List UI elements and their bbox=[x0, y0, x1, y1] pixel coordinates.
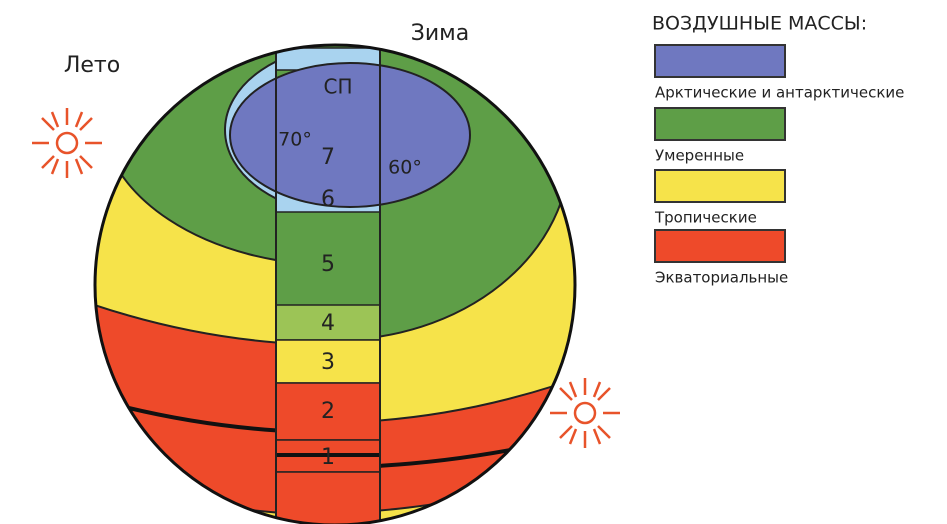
pole-label: СП bbox=[323, 75, 352, 99]
legend-swatch bbox=[654, 44, 786, 78]
lat70-label: 70° bbox=[278, 129, 312, 151]
legend-swatch bbox=[654, 107, 786, 141]
legend-swatch bbox=[654, 169, 786, 203]
legend-label: Экваториальные bbox=[655, 269, 788, 287]
winter-label: Зима bbox=[411, 21, 469, 46]
zone-label: 5 bbox=[321, 252, 335, 277]
legend-label: Арктические и антарктические bbox=[655, 84, 904, 102]
lat60-label: 60° bbox=[388, 157, 422, 179]
sun-summer bbox=[32, 108, 102, 178]
zone-label: 6 bbox=[321, 187, 335, 212]
legend-label: Тропические bbox=[654, 209, 757, 227]
zone-label: 2 bbox=[321, 399, 335, 424]
legend-label: Умеренные bbox=[655, 147, 744, 165]
sun-winter bbox=[550, 378, 620, 448]
zone-label: 3 bbox=[321, 350, 335, 375]
zone-label: 4 bbox=[321, 311, 335, 336]
summer-label: Лето bbox=[64, 53, 120, 78]
zone-label: 7 bbox=[321, 145, 335, 170]
legend-title: ВОЗДУШНЫЕ МАССЫ: bbox=[652, 13, 867, 35]
zone-label: 1 bbox=[321, 445, 335, 470]
legend: ВОЗДУШНЫЕ МАССЫ: Арктические и антарктич… bbox=[652, 13, 904, 287]
legend-swatch bbox=[654, 229, 786, 263]
